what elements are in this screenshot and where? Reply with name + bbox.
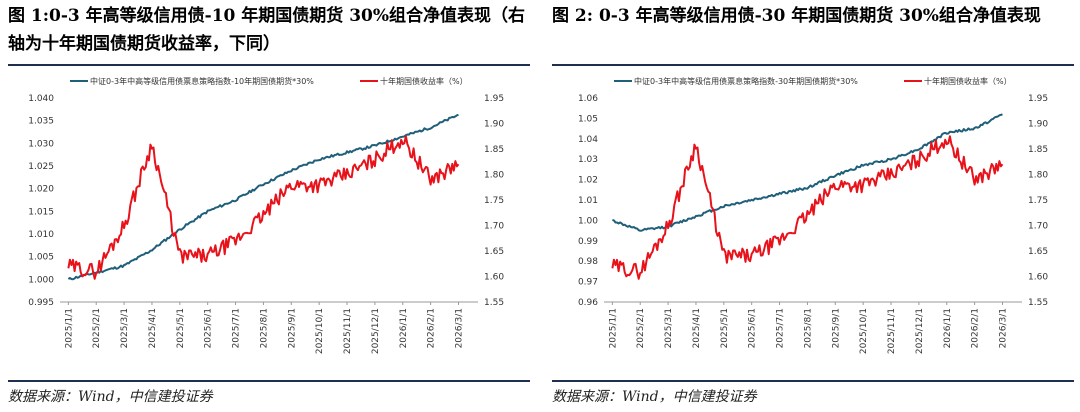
legend-label-yield: 十年期国债收益率（%） bbox=[380, 76, 468, 86]
x-tick-label: 2025/7/1 bbox=[232, 308, 242, 348]
x-tick-label: 2025/8/1 bbox=[259, 308, 269, 348]
x-tick-label: 2025/6/1 bbox=[204, 308, 214, 348]
right-tick-label: 1.75 bbox=[484, 196, 504, 206]
x-tick-label: 2026/2/1 bbox=[427, 308, 437, 348]
x-tick-label: 2025/2/1 bbox=[636, 308, 646, 348]
x-tick-label: 2025/9/1 bbox=[287, 308, 297, 348]
x-tick-label: 2026/2/1 bbox=[971, 308, 981, 348]
right-tick-label: 1.60 bbox=[484, 273, 504, 283]
right-tick-label: 1.65 bbox=[1028, 247, 1048, 257]
legend-label-yield: 十年期国债收益率（%） bbox=[924, 76, 1012, 86]
left-tick-label: 0.96 bbox=[578, 298, 598, 308]
series-line-index bbox=[612, 113, 1003, 232]
series-line-index bbox=[67, 113, 459, 281]
left-tick-label: 1.005 bbox=[28, 253, 54, 263]
right-tick-label: 1.90 bbox=[1028, 120, 1048, 130]
right-tick-label: 1.90 bbox=[484, 120, 504, 130]
x-tick-label: 2026/3/1 bbox=[998, 308, 1008, 348]
right-tick-label: 1.85 bbox=[1028, 145, 1048, 155]
x-tick-label: 2025/12/1 bbox=[371, 308, 381, 354]
x-tick-label: 2025/8/1 bbox=[803, 308, 813, 348]
left-tick-label: 1.015 bbox=[28, 207, 54, 217]
x-tick-label: 2025/2/1 bbox=[92, 308, 102, 348]
right-tick-label: 1.80 bbox=[484, 171, 504, 181]
chart-panel-1: 图 1:0-3 年高等级信用债-10 年期国债期货 30%组合净值表现（右轴为十… bbox=[8, 0, 530, 412]
right-tick-label: 1.95 bbox=[1028, 94, 1048, 104]
bottom-rule bbox=[552, 380, 1074, 382]
series-line-yield bbox=[67, 135, 460, 280]
right-tick-label: 1.80 bbox=[1028, 171, 1048, 181]
left-tick-label: 1.025 bbox=[28, 162, 54, 172]
x-tick-label: 2025/5/1 bbox=[720, 308, 730, 348]
right-tick-label: 1.55 bbox=[1028, 298, 1048, 308]
right-tick-label: 1.85 bbox=[484, 145, 504, 155]
left-tick-label: 0.995 bbox=[28, 298, 54, 308]
right-tick-label: 1.70 bbox=[484, 222, 504, 232]
top-rule bbox=[552, 64, 1074, 66]
x-tick-label: 2025/12/1 bbox=[915, 308, 925, 354]
x-tick-label: 2026/3/1 bbox=[454, 308, 464, 348]
left-tick-label: 1.020 bbox=[28, 185, 54, 195]
x-tick-label: 2025/11/1 bbox=[887, 308, 897, 354]
x-tick-label: 2025/3/1 bbox=[664, 308, 674, 348]
x-tick-label: 2025/6/1 bbox=[748, 308, 758, 348]
left-tick-label: 1.03 bbox=[578, 155, 598, 165]
bottom-rule bbox=[8, 380, 530, 382]
left-tick-label: 0.99 bbox=[578, 237, 598, 247]
chart-panel-2: 图 2: 0-3 年高等级信用债-30 年期国债期货 30%组合净值表现 0.9… bbox=[552, 0, 1074, 412]
x-tick-label: 2025/7/1 bbox=[776, 308, 786, 348]
chart-svg: 0.96 0.97 0.98 0.99 1.00 1.01 1.02 1.03 1.04 1.05… bbox=[578, 76, 1048, 354]
series-line-yield bbox=[611, 135, 1004, 280]
left-tick-label: 1.06 bbox=[578, 94, 598, 104]
left-tick-label: 1.000 bbox=[28, 275, 54, 285]
right-tick-label: 1.65 bbox=[484, 247, 504, 257]
top-rule bbox=[8, 64, 530, 66]
x-tick-label: 2025/1/1 bbox=[608, 308, 618, 348]
data-source: 数据来源：Wind，中信建投证券 bbox=[552, 389, 757, 405]
x-tick-label: 2025/10/1 bbox=[859, 308, 869, 354]
chart-svg: 0.995 1.000 1.005 1.010 1.015 1.020 1.025 1.030… bbox=[28, 76, 504, 354]
left-tick-label: 0.98 bbox=[578, 257, 598, 267]
right-tick-label: 1.55 bbox=[484, 298, 504, 308]
left-tick-label: 1.040 bbox=[28, 94, 54, 104]
left-tick-label: 1.00 bbox=[578, 216, 598, 226]
right-tick-label: 1.60 bbox=[1028, 273, 1048, 283]
left-tick-label: 1.01 bbox=[578, 196, 598, 206]
right-tick-label: 1.75 bbox=[1028, 196, 1048, 206]
x-tick-label: 2025/1/1 bbox=[64, 308, 74, 348]
x-tick-label: 2025/11/1 bbox=[343, 308, 353, 354]
chart-area: 0.96 0.97 0.98 0.99 1.00 1.01 1.02 1.03 1.04 1.05… bbox=[552, 68, 1074, 376]
x-tick-label: 2025/3/1 bbox=[120, 308, 130, 348]
chart-area: 0.995 1.000 1.005 1.010 1.015 1.020 1.025 1.030… bbox=[8, 68, 530, 376]
x-tick-label: 2025/10/1 bbox=[315, 308, 325, 354]
left-tick-label: 1.010 bbox=[28, 230, 54, 240]
x-tick-label: 2025/9/1 bbox=[831, 308, 841, 348]
left-tick-label: 1.030 bbox=[28, 139, 54, 149]
left-tick-label: 1.04 bbox=[578, 135, 598, 145]
left-tick-label: 0.97 bbox=[578, 278, 598, 288]
x-tick-label: 2026/1/1 bbox=[943, 308, 953, 348]
right-tick-label: 1.70 bbox=[1028, 222, 1048, 232]
figure-title: 图 2: 0-3 年高等级信用债-30 年期国债期货 30%组合净值表现 bbox=[552, 6, 1041, 26]
data-source: 数据来源：Wind，中信建投证券 bbox=[8, 389, 213, 405]
legend-label-index: 中证0-3年中高等级信用债票息策略指数-10年期国债期货*30% bbox=[90, 76, 314, 86]
right-tick-label: 1.95 bbox=[484, 94, 504, 104]
left-tick-label: 1.035 bbox=[28, 117, 54, 127]
figure-title: 图 1:0-3 年高等级信用债-10 年期国债期货 30%组合净值表现（右轴为十… bbox=[8, 6, 526, 54]
left-tick-label: 1.05 bbox=[578, 114, 598, 124]
x-tick-label: 2025/4/1 bbox=[692, 308, 702, 348]
x-tick-label: 2025/5/1 bbox=[176, 308, 186, 348]
legend-label-index: 中证0-3年中高等级信用债票息策略指数-30年期国债期货*30% bbox=[634, 76, 858, 86]
x-tick-label: 2026/1/1 bbox=[399, 308, 409, 348]
x-tick-label: 2025/4/1 bbox=[148, 308, 158, 348]
left-tick-label: 1.02 bbox=[578, 176, 598, 186]
